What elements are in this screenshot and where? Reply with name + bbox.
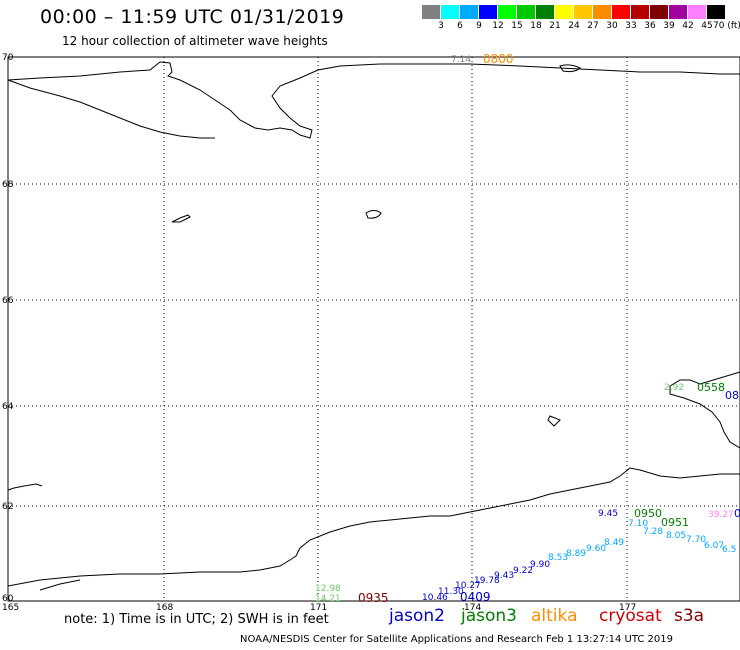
obs-lg-value-0: 12.98: [315, 584, 341, 594]
colorbar-swatch: [707, 5, 725, 19]
lat-label-68: 68: [2, 180, 14, 190]
colorbar-label: 21: [549, 21, 561, 31]
obs-val-2: 7.28: [643, 527, 663, 537]
obs-orange-time: 0800: [483, 52, 514, 66]
obs-blue-time-1: 08: [725, 389, 739, 402]
obs-val-17: 10.46: [422, 593, 448, 603]
colorbar-swatch: [479, 5, 497, 19]
colorbar-label: 9: [476, 21, 482, 31]
obs-val-6: 6.5: [722, 545, 736, 555]
map-title: 00:00 – 11:59 UTC 01/31/2019: [40, 6, 345, 28]
obs-green-time-0: 0558: [697, 381, 725, 394]
colorbar-swatch: [669, 5, 687, 19]
obs-val-3: 8.05: [666, 531, 686, 541]
colorbar-label: 70 (ft): [713, 21, 740, 31]
lat-label-62: 62: [2, 502, 13, 512]
lon-label-168: 168: [156, 603, 173, 613]
obs-val-14: 19.78: [474, 576, 500, 586]
colorbar-swatch: [422, 5, 440, 19]
obs-lg-value-2: 2.92: [664, 383, 684, 393]
sat-cryosat: cryosat: [599, 606, 662, 626]
obs-gray-value: 7.14: [451, 55, 471, 65]
footer-credit: NOAA/NESDIS Center for Satellite Applica…: [240, 634, 673, 645]
obs-val-0: 9.45: [598, 509, 618, 519]
colorbar-label: 18: [530, 21, 542, 31]
map-subtitle: 12 hour collection of altimeter wave hei…: [62, 34, 328, 48]
colorbar-label: 3: [438, 21, 444, 31]
colorbar-label: 30: [606, 21, 618, 31]
lon-label-177: 177: [619, 603, 636, 613]
colorbar-swatch: [441, 5, 459, 19]
colorbar-swatch: [536, 5, 554, 19]
obs-val-15: 10.27: [455, 581, 481, 591]
colorbar-label: 27: [587, 21, 599, 31]
obs-val-13: 9.43: [494, 571, 514, 581]
colorbar-swatch: [650, 5, 668, 19]
obs-val-5: 6.07: [704, 541, 724, 551]
obs-green-time-2: 0951: [661, 516, 689, 529]
colorbar-swatch: [555, 5, 573, 19]
colorbar-label: 39: [663, 21, 675, 31]
obs-val-9: 8.89: [566, 549, 586, 559]
lon-label-165: 165: [2, 603, 19, 613]
sat-s3a: s3a: [674, 606, 705, 626]
graticule: [8, 56, 740, 601]
colorbar-label: 42: [682, 21, 694, 31]
obs-val-16: 11.30: [438, 587, 464, 597]
obs-lg-value-1: 14.21: [315, 594, 341, 604]
obs-darkred-time: 0935: [358, 591, 389, 605]
map-frame: [7, 56, 740, 602]
obs-green-time-1: 0950: [634, 507, 662, 520]
colorbar-swatch: [460, 5, 478, 19]
footer-note: note: 1) Time is in UTC; 2) SWH is in fe…: [64, 612, 329, 627]
obs-pink-value: 39.27: [708, 510, 734, 520]
colorbar-label: 36: [644, 21, 656, 31]
obs-blue-time-0: 0409: [460, 590, 491, 604]
coastline: [7, 61, 740, 591]
sat-altika: altika: [531, 606, 578, 626]
obs-blue-time-2: 0: [734, 507, 740, 520]
colorbar-swatch: [517, 5, 535, 19]
lat-label-66: 66: [2, 296, 14, 306]
colorbar-label: 33: [625, 21, 637, 31]
obs-val-10: 8.53: [548, 553, 568, 563]
obs-val-11: 9.90: [530, 560, 550, 570]
sat-jason3: jason3: [461, 606, 517, 626]
obs-val-8: 8.49: [604, 538, 624, 548]
colorbar-label: 12: [492, 21, 504, 31]
colorbar-swatch: [631, 5, 649, 19]
colorbar-swatch: [498, 5, 516, 19]
colorbar-swatch: [593, 5, 611, 19]
lon-label-174: 174: [464, 603, 481, 613]
colorbar-label: 24: [568, 21, 580, 31]
obs-val-4: 7.70: [686, 535, 706, 545]
obs-val-1: 7.10: [628, 519, 648, 529]
obs-val-12: 9.22: [513, 566, 533, 576]
lat-label-60: 60: [2, 594, 14, 604]
colorbar-swatch: [574, 5, 592, 19]
obs-val-7: 9.60: [586, 544, 606, 554]
colorbar-label: 6: [457, 21, 463, 31]
lat-label-70: 70: [2, 53, 14, 63]
lat-label-64: 64: [2, 402, 14, 412]
colorbar-label: 45: [701, 21, 713, 31]
colorbar-label: 15: [511, 21, 523, 31]
colorbar-swatch: [612, 5, 630, 19]
colorbar-swatch: [688, 5, 706, 19]
sat-jason2: jason2: [389, 606, 445, 626]
lon-label-171: 171: [310, 603, 327, 613]
